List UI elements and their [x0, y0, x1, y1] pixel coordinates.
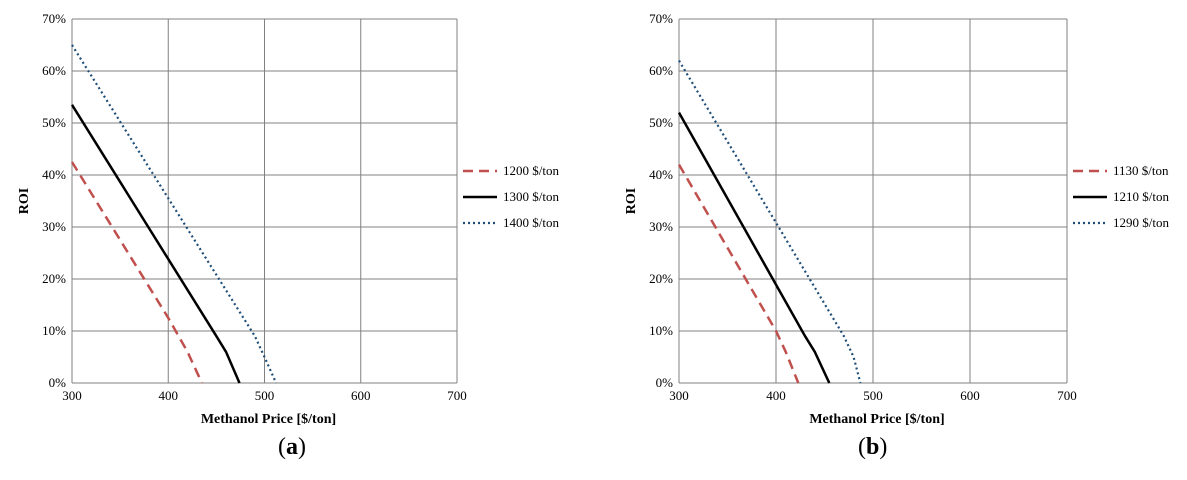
series-line-1 [677, 111, 831, 384]
legend-label-0: 1130 $/ton [1113, 163, 1169, 178]
x-tick-label: 600 [351, 388, 371, 403]
x-tick-label: 600 [960, 388, 980, 403]
y-tick-label: 50% [649, 115, 673, 130]
x-tick-label: 500 [255, 388, 275, 403]
legend-label-1: 1210 $/ton [1113, 189, 1169, 204]
panel-label-a-text: a [286, 434, 298, 460]
chart-panel-b: 0% 10% 20% 30% 40% 50% 60% 70% 300 400 500 600 700 Me… [594, 0, 1187, 480]
x-tick-label: 400 [159, 388, 179, 403]
y-tick-label: 70% [42, 11, 66, 26]
legend-label-2: 1400 $/ton [503, 215, 559, 230]
y-tick-label: 40% [649, 167, 673, 182]
panel-label-b-text: b [866, 434, 880, 460]
chart-b-svg: 0% 10% 20% 30% 40% 50% 60% 70% 300 400 500 600 700 Me… [624, 11, 1169, 427]
x-tick-label: 400 [766, 388, 786, 403]
series-line-2 [678, 60, 862, 384]
series-line-0 [677, 163, 800, 384]
y-axis-title: ROI [17, 188, 32, 214]
series-line-1 [70, 104, 241, 384]
y-tick-label: 50% [42, 115, 66, 130]
y-tick-label: 0% [656, 375, 674, 390]
y-tick-label: 40% [42, 167, 66, 182]
series-line-2 [71, 44, 278, 384]
x-tick-label: 500 [863, 388, 883, 403]
x-axis-title: Methanol Price [$/ton] [809, 412, 944, 427]
legend-label-0: 1200 $/ton [503, 163, 559, 178]
chart-panel-a: 0% 10% 20% 30% 40% 50% 60% 70% 300 400 500 600 700 Me… [17, 11, 559, 460]
x-tick-label: 700 [1057, 388, 1077, 403]
y-tick-label: 70% [649, 11, 673, 26]
x-tick-label: 300 [62, 388, 82, 403]
y-tick-label: 60% [649, 63, 673, 78]
x-axis-title: Methanol Price [$/ton] [201, 412, 336, 427]
y-tick-label: 0% [49, 375, 67, 390]
x-tick-label: 700 [447, 388, 467, 403]
y-axis-title: ROI [624, 188, 639, 214]
legend-label-2: 1290 $/ton [1113, 215, 1169, 230]
y-tick-label: 30% [42, 219, 66, 234]
chart-a-svg: 0% 10% 20% 30% 40% 50% 60% 70% 300 400 500 600 700 Me… [17, 11, 559, 427]
legend-label-1: 1300 $/ton [503, 189, 559, 204]
panel-label-a: (a) [278, 434, 306, 460]
x-tick-label: 300 [669, 388, 689, 403]
y-tick-label: 10% [42, 323, 66, 338]
y-tick-label: 20% [649, 271, 673, 286]
y-tick-label: 60% [42, 63, 66, 78]
y-tick-label: 10% [649, 323, 673, 338]
y-tick-label: 30% [649, 219, 673, 234]
panel-label-b: (b) [858, 434, 888, 460]
y-tick-label: 20% [42, 271, 66, 286]
series-line-0 [70, 161, 204, 384]
